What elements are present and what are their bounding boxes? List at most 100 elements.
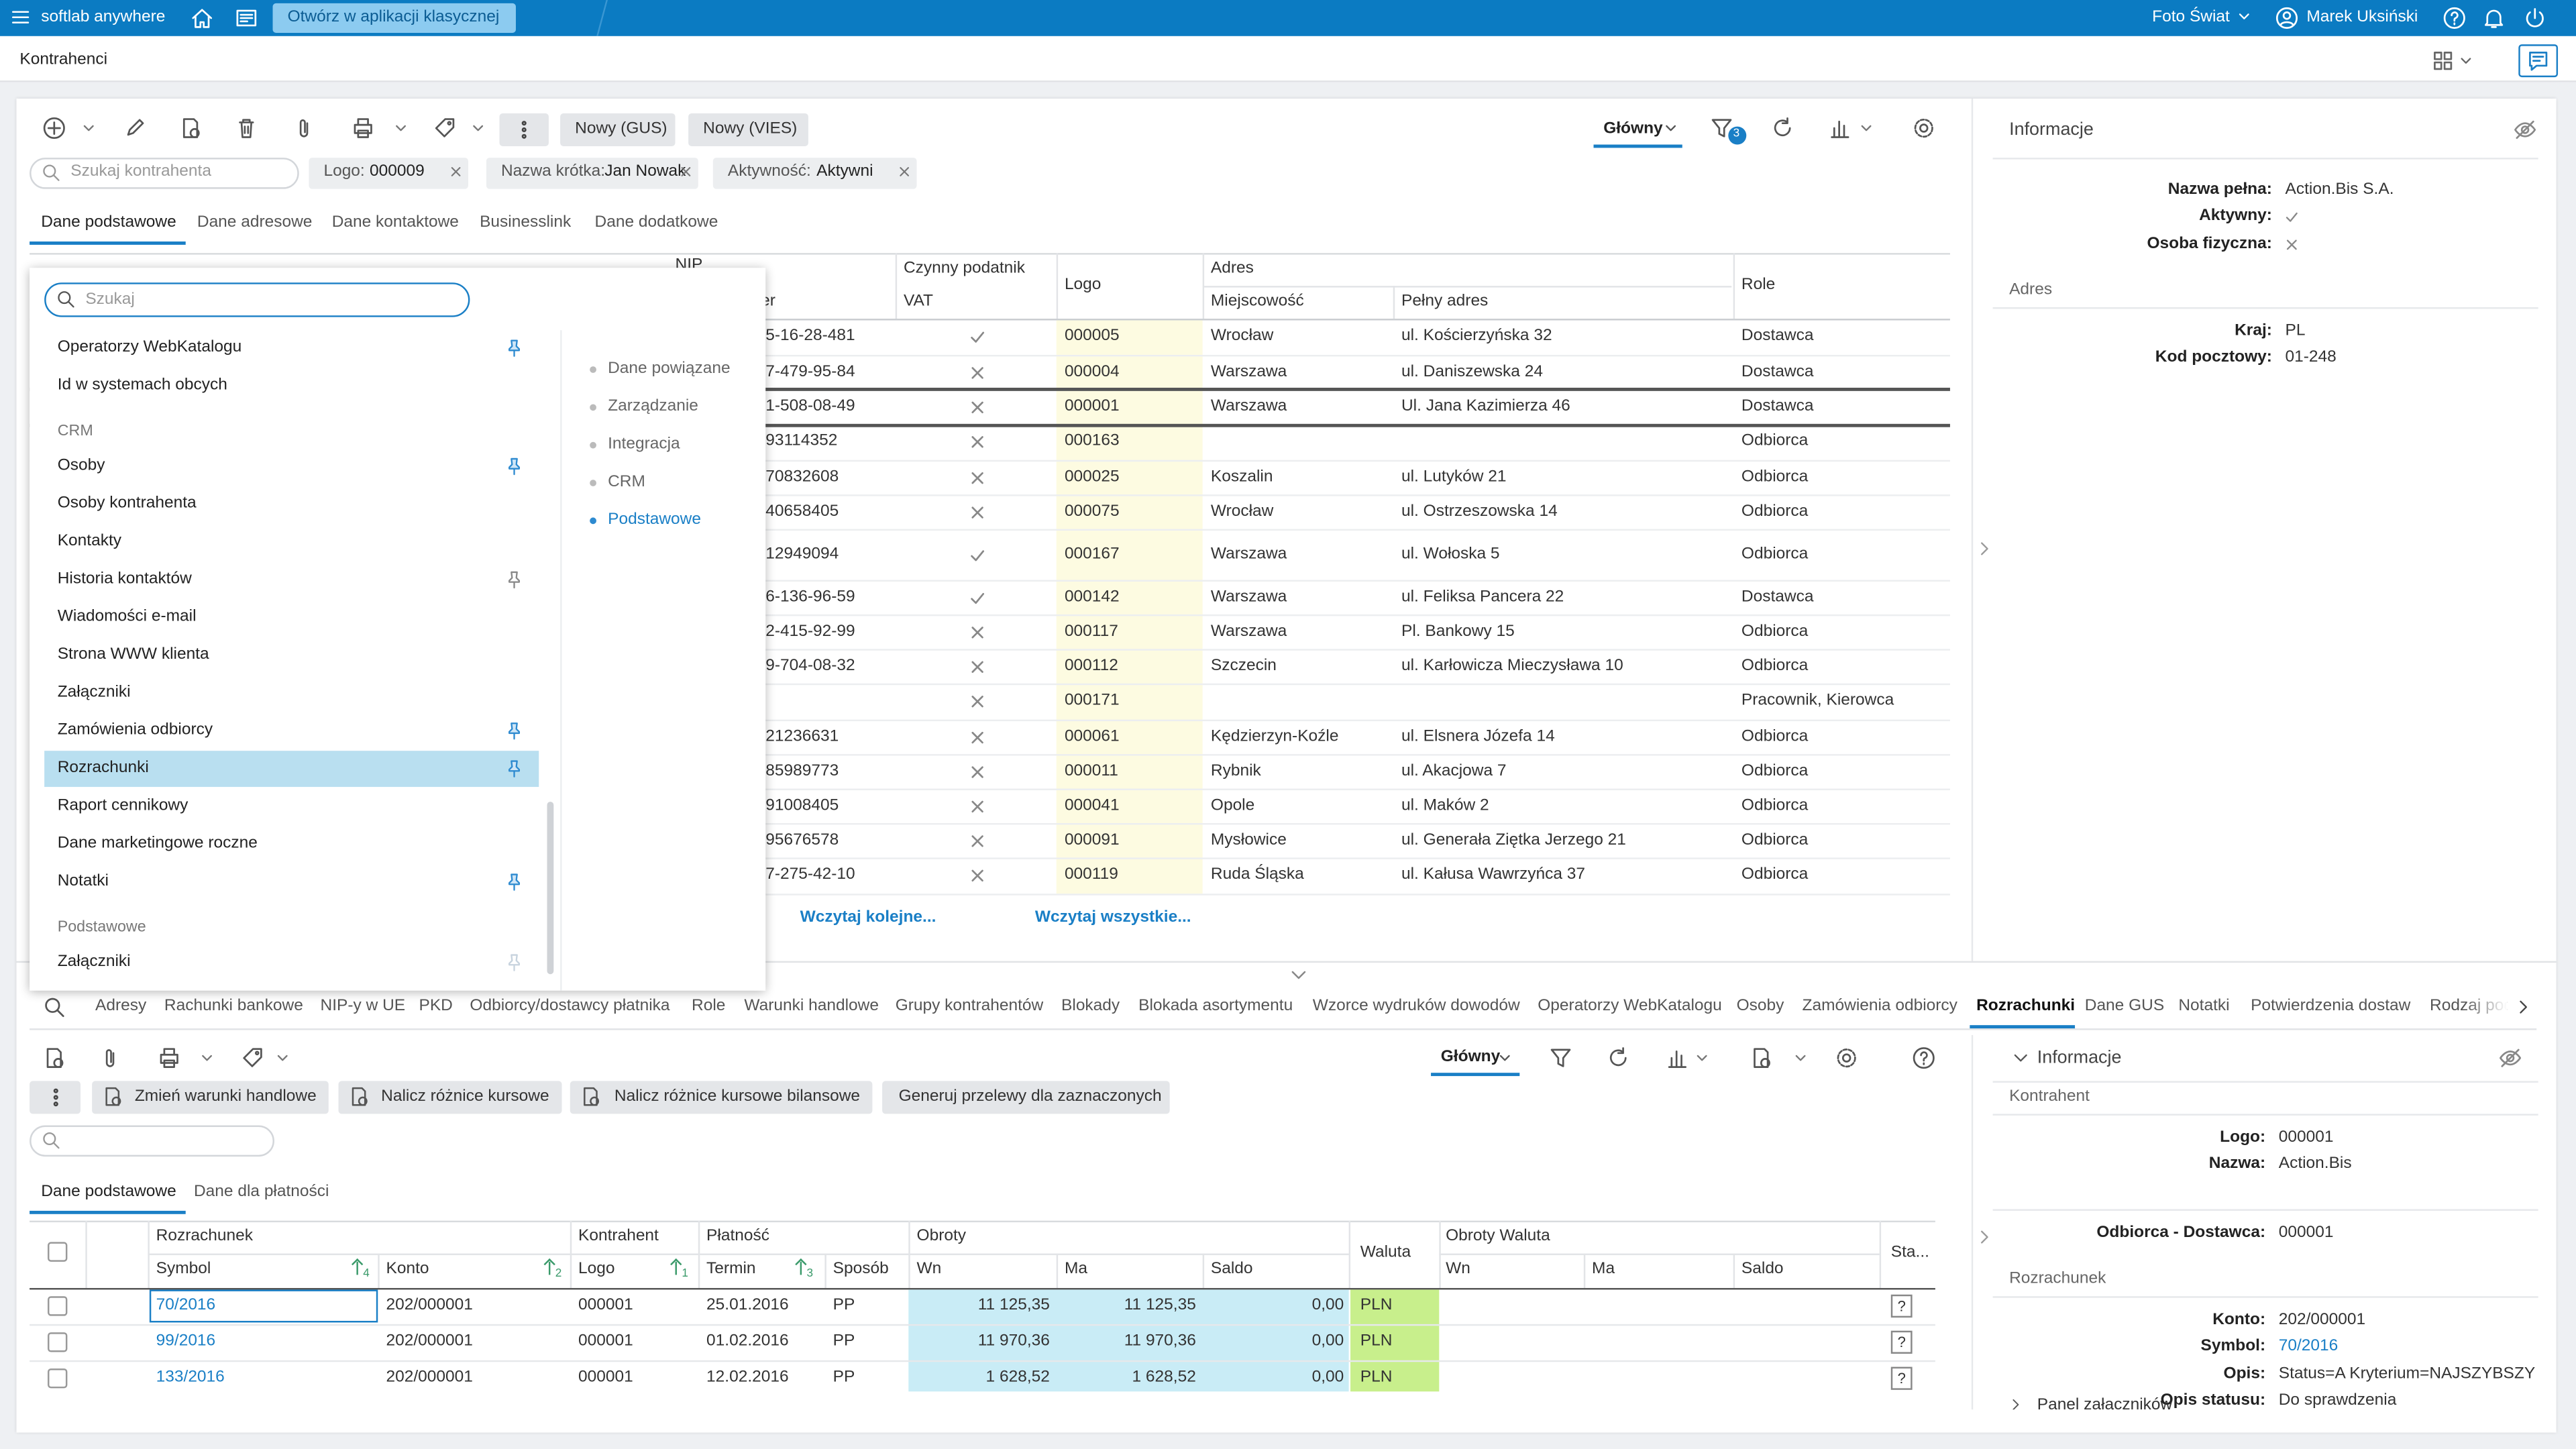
logo-column-bg xyxy=(1056,320,1203,894)
bottom-tab[interactable]: Grupy kontrahentów xyxy=(895,997,1044,1016)
icon-part xyxy=(53,1088,58,1093)
search-placeholder: Szukaj kontrahenta xyxy=(70,162,211,181)
dropdown-item[interactable]: Osoby xyxy=(57,456,105,475)
cell-symbol[interactable]: 70/2016 xyxy=(156,1296,216,1315)
group-header: Sta... xyxy=(1890,1243,1929,1262)
bottom-tab[interactable]: Rachunki bankowe xyxy=(164,997,303,1016)
icon-part xyxy=(2506,1053,2515,1063)
info-title: Informacje xyxy=(2037,1048,2122,1068)
bottom-tab[interactable]: Zamówienia odbiorcy xyxy=(1802,997,1957,1016)
cell-symbol[interactable]: 133/2016 xyxy=(156,1368,225,1387)
bottom-tab[interactable]: Operatorzy WebKatalogu xyxy=(1538,997,1722,1016)
icon-part xyxy=(43,164,56,178)
dropdown-item[interactable]: Strona WWW klienta xyxy=(57,645,209,664)
bottom-tab[interactable]: Dane GUS xyxy=(2084,997,2165,1016)
dropdown-item[interactable]: Notatki xyxy=(57,872,109,891)
dropdown-item[interactable]: Załączniki xyxy=(57,683,131,702)
dropdown-item[interactable]: Id w systemach obcych xyxy=(57,376,227,394)
cell-nip: 93114352 xyxy=(765,432,838,451)
dropdown-item[interactable]: Zamówienia odbiorcy xyxy=(57,721,213,740)
tabs-fade xyxy=(2464,989,2508,1026)
tab[interactable]: Dane podstawowe xyxy=(41,213,176,232)
dropdown-item[interactable]: Rozrachunki xyxy=(57,759,149,777)
dropdown-item[interactable]: Kontakty xyxy=(57,532,122,551)
checkbox[interactable] xyxy=(48,1242,68,1262)
bottom-tab[interactable]: Wzorce wydruków dowodów xyxy=(1312,997,1520,1016)
icon-plus xyxy=(43,117,65,140)
dropdown-item[interactable]: Historia kontaktów xyxy=(57,570,192,588)
cell-role: Odbiorca xyxy=(1741,468,1809,486)
bottom-tab[interactable]: Potwierdzenia dostaw xyxy=(2251,997,2411,1016)
checkbox[interactable] xyxy=(48,1332,68,1352)
bottom-tab[interactable]: NIP-y w UE xyxy=(320,997,406,1016)
load-more[interactable]: Wczytaj kolejne... xyxy=(800,908,936,927)
icon-part xyxy=(2501,1049,2520,1067)
tab[interactable]: Businesslink xyxy=(480,213,572,232)
cell-city: Warszawa xyxy=(1210,545,1287,564)
icon-part xyxy=(127,119,144,136)
bottom-tab[interactable]: Rozrachunki xyxy=(1976,997,2076,1016)
toolbar-button[interactable] xyxy=(688,113,808,146)
chat-button[interactable] xyxy=(2518,44,2559,78)
checkbox[interactable] xyxy=(48,1368,68,1389)
cell-logo: 000142 xyxy=(1064,588,1120,606)
cell-role: Odbiorca xyxy=(1741,831,1809,850)
dropdown-group: CRM xyxy=(57,422,93,441)
icon-x xyxy=(971,436,983,448)
icon-part xyxy=(971,731,983,744)
toolbar-button[interactable] xyxy=(570,1081,873,1114)
toolbar-button[interactable] xyxy=(92,1081,329,1114)
dropdown-search[interactable] xyxy=(44,282,470,317)
tab[interactable]: Dane adresowe xyxy=(197,213,313,232)
subtab[interactable]: Dane dla płatności xyxy=(193,1183,329,1201)
bottom-tab[interactable]: Warunki handlowe xyxy=(744,997,879,1016)
bottom-tab[interactable]: Adresy xyxy=(95,997,147,1016)
toolbar-button[interactable] xyxy=(338,1081,562,1114)
more-button[interactable] xyxy=(499,113,549,146)
toolbar-button[interactable] xyxy=(882,1081,1170,1114)
dropdown-section[interactable]: Zarządzanie xyxy=(608,397,698,416)
checkbox[interactable] xyxy=(48,1296,68,1316)
dropdown-item[interactable]: Dane marketingowe roczne xyxy=(57,835,258,853)
icon-part xyxy=(1981,1230,1988,1244)
cell-address: ul. Ostrzeszowska 14 xyxy=(1401,502,1558,521)
icon-pin xyxy=(508,873,521,891)
bottom-tab[interactable]: PKD xyxy=(419,997,453,1016)
bottom-tab[interactable]: Odbiorcy/dostawcy płatnika xyxy=(470,997,670,1016)
info-label: Konto: xyxy=(2212,1311,2266,1330)
bottom-tab[interactable]: Role xyxy=(692,997,726,1016)
section-dot xyxy=(590,480,596,486)
toolbar-button[interactable] xyxy=(560,113,676,146)
dropdown-item[interactable]: Raport cennikowy xyxy=(57,796,189,815)
bottom-tab[interactable]: Osoby xyxy=(1736,997,1784,1016)
icon-menu xyxy=(11,11,30,23)
bottom-tab[interactable]: Blokady xyxy=(1061,997,1120,1016)
icon-part xyxy=(971,661,983,673)
dropdown-section[interactable]: Integracja xyxy=(608,435,680,453)
info-value: 01-248 xyxy=(2285,348,2337,367)
icon-part xyxy=(1920,1051,1928,1065)
row-line xyxy=(30,788,1950,790)
dropdown-item[interactable]: Operatorzy WebKatalogu xyxy=(57,338,242,357)
dropdown-item[interactable]: Wiadomości e-mail xyxy=(57,608,197,627)
dropdown-section[interactable]: Podstawowe xyxy=(608,511,701,529)
cell-logo: 000075 xyxy=(1064,502,1120,521)
row-line xyxy=(30,683,1950,686)
bottom-tab[interactable]: Notatki xyxy=(2178,997,2230,1016)
dropdown-item[interactable]: Osoby kontrahenta xyxy=(57,494,197,513)
bottom-tab[interactable]: Blokada asortymentu xyxy=(1138,997,1293,1016)
cell-city: Wrocław xyxy=(1210,327,1274,345)
dropdown-section[interactable]: Dane powiązane xyxy=(608,360,731,378)
icon-eyeoff xyxy=(2499,1049,2522,1067)
tab[interactable]: Dane kontaktowe xyxy=(331,213,459,232)
cell-symbol[interactable]: 99/2016 xyxy=(156,1332,216,1351)
icon-x xyxy=(2286,239,2297,250)
dropdown-section[interactable]: CRM xyxy=(608,473,645,492)
classic-button[interactable] xyxy=(272,3,516,33)
subtab[interactable]: Dane podstawowe xyxy=(41,1183,176,1201)
dropdown-item[interactable]: Załączniki xyxy=(57,953,131,971)
load-all[interactable]: Wczytaj wszystkie... xyxy=(1034,908,1191,927)
icon-eyeoff xyxy=(2514,120,2536,140)
tab[interactable]: Dane dodatkowe xyxy=(594,213,718,232)
